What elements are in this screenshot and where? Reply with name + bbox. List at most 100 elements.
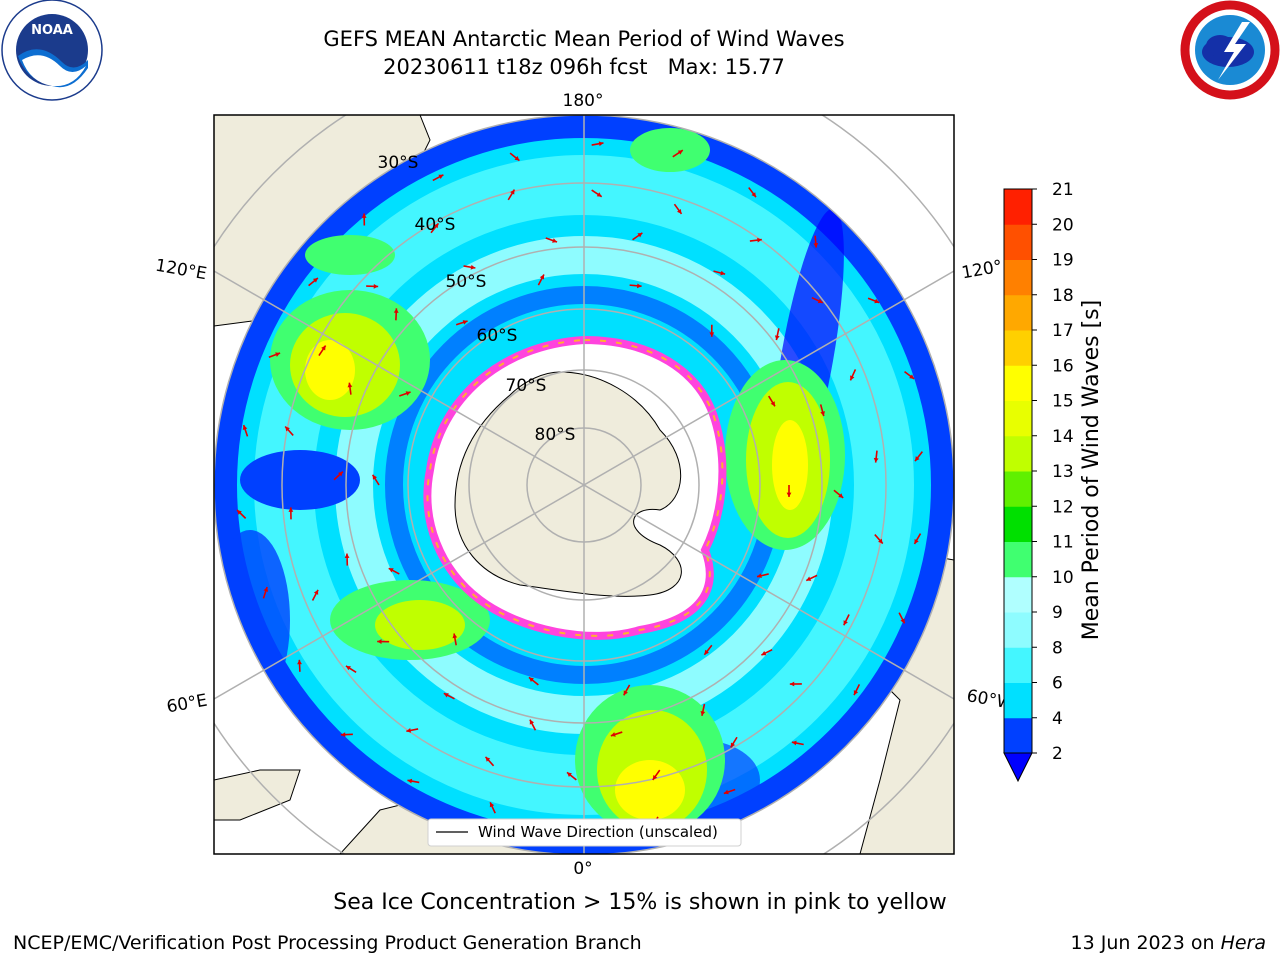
colorbar-tick-label: 8 [1052, 638, 1063, 658]
wind-wave-arrow-head [288, 507, 294, 512]
colorbar-tick-label: 4 [1052, 709, 1063, 729]
wind-wave-arrow-head [528, 677, 534, 683]
wind-wave-arrow-head [596, 192, 602, 197]
colorbar-tick-label: 16 [1052, 356, 1074, 376]
wind-wave-arrow-head [874, 298, 880, 304]
lat-label-50s: 50°S [446, 272, 487, 292]
wave-field-region-southwest [270, 290, 430, 430]
wind-wave-arrow-head [237, 509, 242, 515]
date-stamp: 13 Jun 2023 on Hera [1071, 932, 1267, 954]
wind-wave-arrow-head [878, 538, 883, 544]
sea-ice-note: Sea Ice Concentration > 15% is shown in … [333, 890, 947, 915]
colorbar-tick-label: 20 [1052, 215, 1074, 235]
colorbar-segment [1004, 330, 1032, 366]
wind-wave-arrow-head [312, 278, 318, 283]
wind-wave-arrow-head [700, 711, 706, 716]
colorbar-segment [1004, 541, 1032, 578]
wind-wave-arrow-head [242, 425, 248, 430]
wind-wave-arrow-head [443, 693, 449, 698]
colorbar-tick-label: 18 [1052, 286, 1074, 306]
colorbar-segment [1004, 471, 1032, 507]
wind-wave-arrow-head [915, 456, 920, 462]
lon-label-0: 0° [573, 859, 592, 879]
wind-wave-arrow-head [373, 283, 379, 289]
colorbar-tick-label: 19 [1052, 251, 1074, 271]
colorbar-segment [1004, 189, 1032, 225]
wind-wave-arrow-head [623, 690, 628, 696]
wind-wave-arrow-head [510, 189, 515, 195]
colorbar-segment [1004, 647, 1032, 683]
lat-label-30s: 30°S [378, 153, 419, 173]
wind-wave-arrow-head [407, 778, 413, 784]
wind-wave-arrow-head [757, 573, 762, 579]
wind-wave-arrow-head [909, 374, 915, 379]
wind-wave-arrow-head [774, 335, 780, 341]
lat-label-60s: 60°S [477, 326, 518, 346]
wind-wave-arrow-head [820, 411, 825, 417]
colorbar-segment [1004, 259, 1032, 296]
wind-wave-arrow-head [900, 618, 905, 624]
colorbar-tick-label: 12 [1052, 497, 1074, 517]
wind-wave-arrow-head [838, 493, 844, 498]
wind-wave-arrow-head [529, 719, 535, 725]
colorbar-label: Mean Period of Wind Waves [s] [1079, 300, 1104, 640]
lat-label-40s: 40°S [415, 215, 456, 235]
wind-wave-arrow-head [263, 586, 269, 592]
wind-wave-arrow-head [709, 332, 715, 337]
wind-wave-arrow-head [377, 639, 382, 644]
wind-wave-arrow-head [598, 141, 604, 147]
colorbar-tick-label: 10 [1052, 568, 1074, 588]
wind-wave-arrow-head [433, 223, 439, 229]
colorbar-tick-label: 14 [1052, 427, 1074, 447]
wind-wave-arrows [236, 141, 923, 829]
colorbar-tick-label: 9 [1052, 603, 1063, 623]
wind-wave-arrow-head [470, 264, 476, 270]
colorbar-segment [1004, 717, 1032, 754]
lat-label-80s: 80°S [535, 425, 576, 445]
colorbar-segment [1004, 400, 1032, 437]
colorbar-tick-label: 17 [1052, 321, 1074, 341]
colorbar-tick-label: 15 [1052, 392, 1074, 412]
colorbar-tick-label: 11 [1052, 533, 1074, 553]
wind-wave-arrow-head [730, 742, 736, 748]
lon-label-60e: 60°E [165, 691, 209, 718]
wind-wave-arrow-head [914, 538, 919, 544]
wind-wave-arrow-head [853, 690, 859, 696]
wind-wave-arrow-head [770, 401, 775, 407]
map-frame [213, 114, 955, 855]
colorbar-segment [1004, 506, 1032, 542]
wind-wave-arrow-head [285, 426, 290, 432]
wind-wave-arrow-head [610, 732, 616, 737]
legend-label: Wind Wave Direction (unscaled) [478, 823, 718, 841]
wind-wave-arrow-head [786, 492, 792, 497]
wind-wave-arrow-head [676, 208, 682, 214]
wind-wave-arrow-head [344, 553, 350, 559]
wind-wave-arrow-head [791, 740, 797, 746]
antarctica [454, 371, 682, 597]
wind-wave-arrow-head [388, 568, 394, 573]
colorbar-tick-label: 2 [1052, 744, 1063, 764]
wind-wave-arrow-head [361, 213, 367, 218]
wind-wave-arrow-head [843, 620, 848, 626]
colorbar-segment [1004, 576, 1032, 613]
colorbar-segment [1004, 612, 1032, 648]
wind-wave-arrow-head [636, 283, 642, 289]
colorbar-tick-label: 21 [1052, 180, 1074, 200]
wind-wave-arrow-head [393, 308, 399, 313]
wave-field-region-south [575, 685, 725, 835]
graticule [214, 115, 954, 854]
colorbar-segment [1004, 224, 1032, 260]
wind-wave-arrow-head [552, 238, 558, 243]
wind-wave-arrow-head [485, 756, 491, 762]
wind-wave-arrow-head [489, 802, 495, 808]
credit-text: NCEP/EMC/Verification Post Processing Pr… [13, 932, 642, 954]
lat-label-70s: 70°S [506, 376, 547, 396]
map-legend: Wind Wave Direction (unscaled) [427, 818, 742, 847]
wind-wave-arrow-head [789, 681, 795, 687]
wind-wave-arrow-head [372, 474, 378, 480]
wind-wave-arrow-head [813, 243, 819, 248]
wind-wave-arrow-head [637, 232, 643, 238]
wind-wave-arrow-head [438, 174, 444, 179]
colorbar-tick-label: 13 [1052, 462, 1074, 482]
wave-period-field [214, 115, 954, 854]
